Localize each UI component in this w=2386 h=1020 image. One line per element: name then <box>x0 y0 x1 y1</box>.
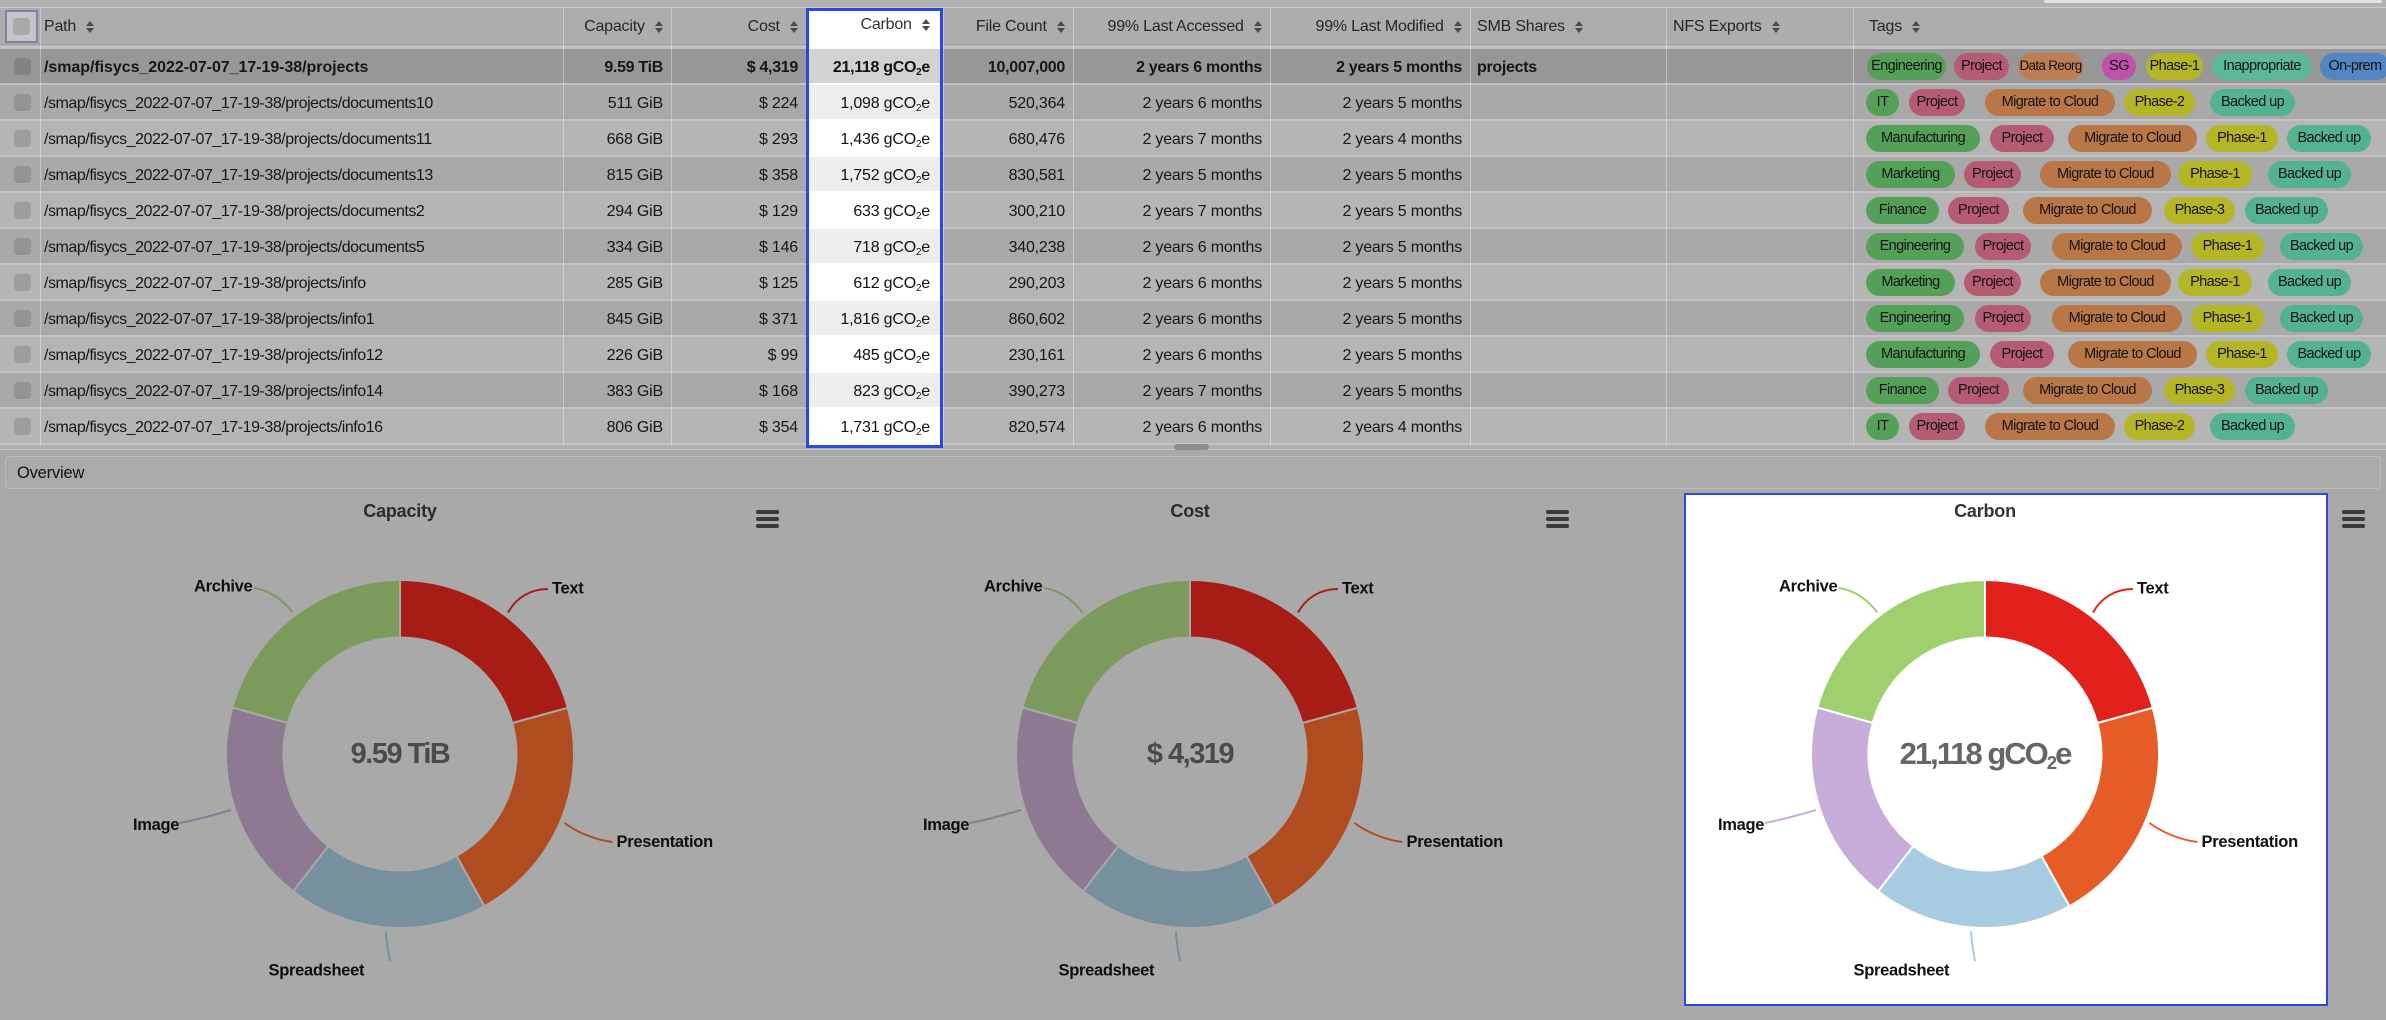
svg-text:Spreadsheet: Spreadsheet <box>1854 962 1951 980</box>
svg-text:Spreadsheet: Spreadsheet <box>1059 962 1156 980</box>
svg-text:Presentation: Presentation <box>2202 833 2299 851</box>
svg-text:Archive: Archive <box>1779 578 1838 596</box>
svg-text:Presentation: Presentation <box>617 833 714 851</box>
svg-text:Archive: Archive <box>984 578 1043 596</box>
svg-text:Presentation: Presentation <box>1407 833 1504 851</box>
svg-text:Archive: Archive <box>194 578 253 596</box>
svg-text:Image: Image <box>133 816 179 834</box>
svg-text:Image: Image <box>1718 816 1764 834</box>
svg-text:Text: Text <box>1342 580 1374 598</box>
svg-text:Spreadsheet: Spreadsheet <box>269 962 366 980</box>
svg-text:Text: Text <box>552 580 584 598</box>
svg-text:Text: Text <box>2137 580 2169 598</box>
svg-text:Image: Image <box>923 816 969 834</box>
